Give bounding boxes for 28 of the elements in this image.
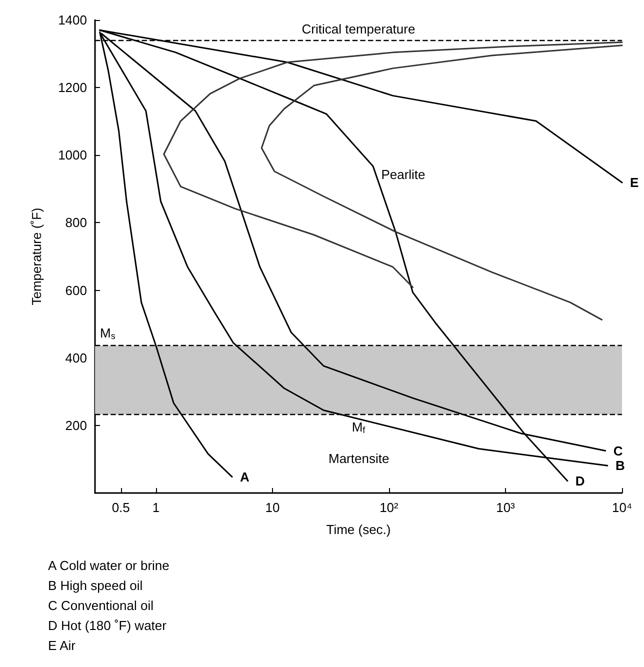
text: E Air bbox=[48, 637, 76, 655]
x-tick-label: 10⁴ bbox=[612, 500, 632, 515]
y-tick-label: 1000 bbox=[58, 148, 87, 163]
text: A Cold water or brine bbox=[48, 557, 170, 575]
y-tick-label: 200 bbox=[65, 418, 87, 433]
y-tick-label: 600 bbox=[65, 282, 87, 298]
x-tick-label: 1 bbox=[152, 500, 160, 515]
series-label: A bbox=[240, 469, 250, 484]
x-tick-label: 10² bbox=[380, 500, 400, 515]
x-tick-label: 10 bbox=[265, 500, 280, 515]
y-tick-label: 400 bbox=[65, 350, 87, 366]
series-label: C bbox=[613, 443, 624, 458]
x-axis-title: Time (sec.) bbox=[326, 522, 391, 537]
text: D Hot (180 ˚F) water bbox=[48, 617, 168, 635]
y-tick-label: 800 bbox=[65, 215, 87, 230]
text: C Conventional oil bbox=[48, 597, 155, 615]
annotation: Pearlite bbox=[381, 167, 426, 182]
y-tick-label: 1200 bbox=[58, 80, 87, 96]
series-label: E bbox=[630, 175, 639, 190]
annotation: Martensite bbox=[328, 450, 390, 466]
x-tick-label: 0.5 bbox=[112, 500, 130, 515]
y-tick-label: 1400 bbox=[58, 12, 87, 28]
series-label: D bbox=[575, 473, 585, 488]
y-axis-title: Temperature (˚F) bbox=[29, 208, 44, 306]
text: B High speed oil bbox=[48, 577, 144, 595]
series-label: B bbox=[615, 458, 625, 474]
x-tick-label: 10³ bbox=[496, 500, 516, 515]
ref-line-label: Critical temperature bbox=[302, 21, 416, 36]
